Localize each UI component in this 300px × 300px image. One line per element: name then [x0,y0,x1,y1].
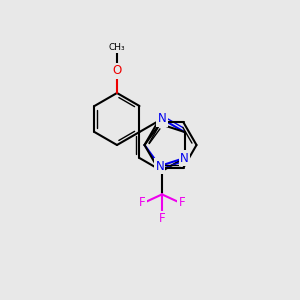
Text: N: N [158,112,166,125]
Text: F: F [178,196,185,209]
Text: N: N [180,152,189,164]
Text: N: N [155,160,164,172]
Text: F: F [139,196,146,209]
Text: CH₃: CH₃ [109,43,125,52]
Text: F: F [159,212,165,225]
Text: O: O [112,64,122,77]
